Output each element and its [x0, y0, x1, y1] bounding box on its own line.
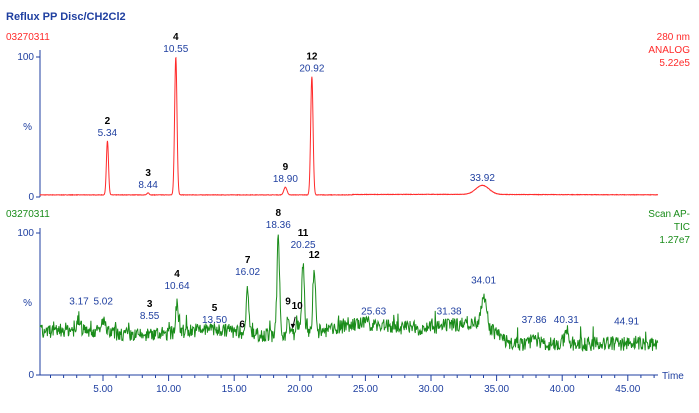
bottom-peak-number-7: 7	[245, 255, 251, 266]
top-retention-time-1: 8.44	[138, 180, 158, 191]
x-tick-label-1: 10.00	[156, 384, 181, 395]
bottom-peak-number-6: 6	[239, 319, 245, 330]
bottom-detector-mode: Scan AP-	[648, 209, 690, 220]
bottom-peak-number-12: 12	[309, 250, 321, 261]
top-ytick-100: 100	[17, 52, 34, 63]
bottom-peak-number-4: 4	[174, 269, 180, 280]
top-retention-time-4: 20.92	[299, 64, 324, 75]
top-detector-type: ANALOG	[648, 45, 690, 56]
bottom-retention-time-4: 13.50	[202, 315, 227, 326]
bottom-sample-id: 03270311	[6, 209, 50, 220]
bottom-ylabel: %	[23, 298, 32, 309]
top-sample-id: 03270311	[6, 32, 50, 43]
bottom-panel: 03270311 Scan AP- TIC 1.27e7 100 % 0 5.0…	[6, 208, 690, 395]
top-ylabel: %	[23, 122, 32, 133]
bottom-retention-time-14: 34.01	[471, 275, 496, 286]
bottom-retention-time-2: 8.55	[140, 311, 160, 322]
bottom-detector-type: TIC	[674, 222, 690, 233]
x-axis-label: Time	[662, 371, 684, 382]
top-retention-time-2: 10.55	[163, 44, 188, 55]
bottom-peak-number-11: 11	[298, 228, 309, 239]
bottom-retention-time-3: 10.64	[164, 281, 189, 292]
x-axis-ticks: 5.00 10.00 15.00 20.00 25.00 30.00 35.00 40.00 4…	[93, 375, 641, 395]
top-peak-number-2: 2	[105, 116, 111, 127]
bottom-retention-time-10: 20.25	[291, 240, 316, 251]
peak-10-arrow-head	[290, 323, 296, 329]
chart-title: Reflux PP Disc/CH2Cl2	[6, 11, 126, 23]
top-peak-number-9: 9	[283, 162, 289, 173]
top-peak-number-3: 3	[145, 168, 151, 179]
bottom-retention-time-6: 16.02	[235, 267, 260, 278]
bottom-peak-number-9: 9	[285, 297, 291, 308]
x-tick-label-4: 25.00	[353, 384, 378, 395]
x-tick-label-3: 20.00	[287, 384, 312, 395]
bottom-retention-time-1: 5.02	[93, 297, 113, 308]
bottom-retention-time-17: 44.91	[614, 317, 639, 328]
bottom-trace-line	[39, 234, 659, 353]
x-tick-label-8: 45.00	[615, 384, 640, 395]
bottom-retention-time-0: 3.17	[69, 297, 89, 308]
top-detector-wavelength: 280 nm	[657, 32, 690, 43]
top-detector-intensity: 5.22e5	[659, 58, 690, 69]
bottom-ytick-0: 0	[28, 370, 34, 381]
x-tick-label-2: 15.00	[222, 384, 247, 395]
bottom-retention-time-16: 40.31	[554, 315, 579, 326]
top-retention-time-0: 5.34	[98, 128, 118, 139]
bottom-peak-number-10: 10	[292, 301, 304, 312]
bottom-peak-number-5: 5	[212, 303, 218, 314]
top-retention-time-3: 18.90	[273, 174, 298, 185]
bottom-ytick-100: 100	[17, 228, 34, 239]
x-tick-label-7: 40.00	[550, 384, 575, 395]
bottom-retention-time-15: 37.86	[522, 315, 547, 326]
peak-10-arrow	[290, 316, 296, 329]
x-tick-label-6: 35.00	[484, 384, 509, 395]
bottom-retention-time-13: 31.38	[437, 307, 462, 318]
top-panel: 03270311 280 nm ANALOG 5.22e5 100 % 0 5.…	[6, 32, 690, 203]
top-peak-number-4: 4	[173, 32, 179, 43]
bottom-detector-intensity: 1.27e7	[659, 235, 690, 246]
bottom-retention-time-12: 25.63	[361, 307, 386, 318]
top-ytick-0: 0	[28, 192, 34, 203]
top-retention-time-5: 33.92	[470, 173, 495, 184]
bottom-peak-number-8: 8	[276, 208, 282, 219]
x-minor-ticks	[50, 375, 655, 378]
top-peak-number-12: 12	[306, 52, 318, 63]
x-tick-label-0: 5.00	[93, 384, 113, 395]
x-tick-label-5: 30.00	[418, 384, 443, 395]
bottom-retention-time-7: 18.36	[266, 220, 291, 231]
bottom-peak-number-3: 3	[147, 299, 153, 310]
top-trace-line	[39, 56, 659, 197]
